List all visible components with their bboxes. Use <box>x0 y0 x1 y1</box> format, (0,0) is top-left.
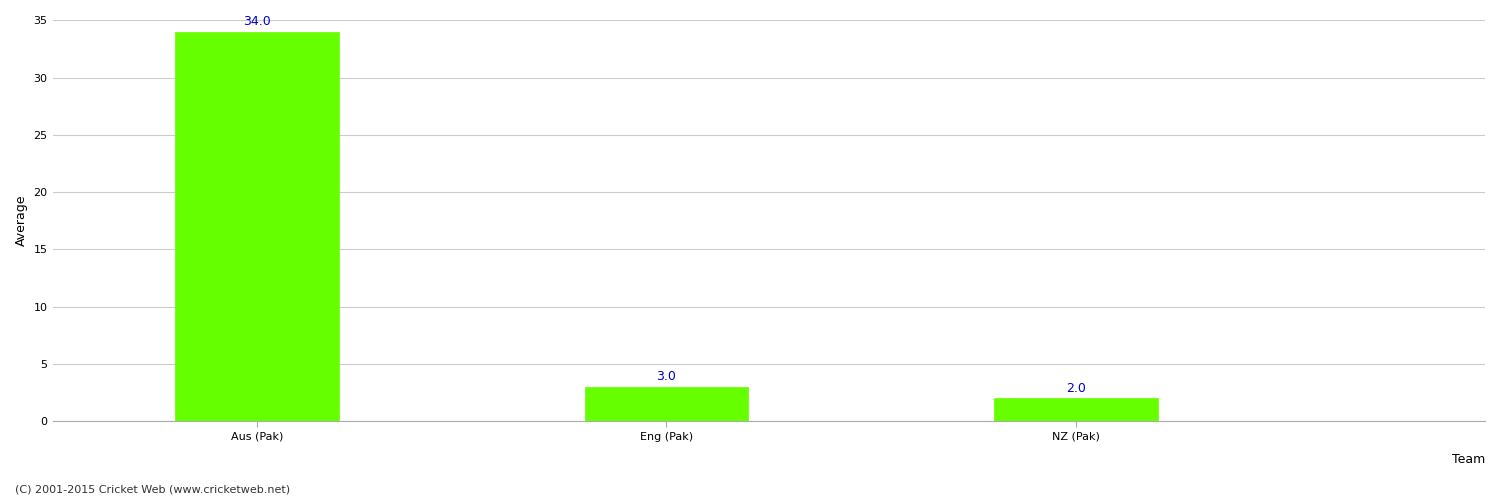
Bar <box>994 398 1158 421</box>
Text: 2.0: 2.0 <box>1066 382 1086 395</box>
Text: 34.0: 34.0 <box>243 16 272 28</box>
Bar <box>176 32 339 421</box>
Text: (C) 2001-2015 Cricket Web (www.cricketweb.net): (C) 2001-2015 Cricket Web (www.cricketwe… <box>15 485 290 495</box>
Text: 3.0: 3.0 <box>657 370 676 384</box>
Bar <box>585 387 748 421</box>
Y-axis label: Average: Average <box>15 195 28 246</box>
Text: Team: Team <box>1452 454 1485 466</box>
